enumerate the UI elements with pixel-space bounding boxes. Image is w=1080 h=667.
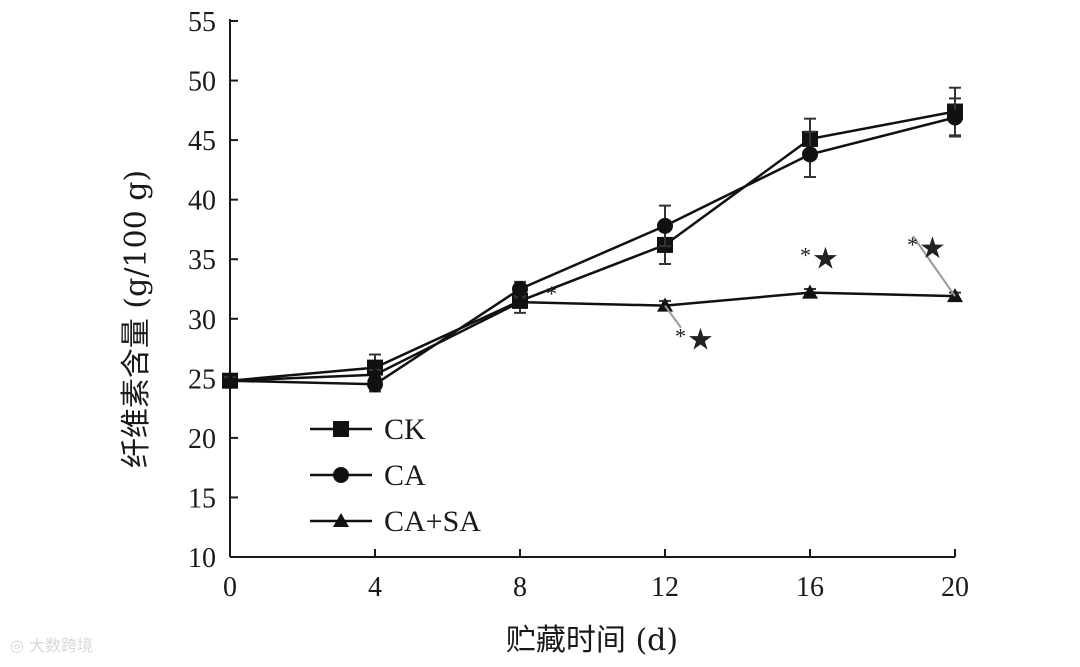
significance-asterisk: * [800, 243, 811, 268]
data-point-ca-sa [802, 284, 818, 299]
significance-star: ★ [919, 231, 946, 266]
legend-marker-ck [333, 421, 349, 437]
data-point-ca-sa [657, 297, 673, 312]
data-point-ca [802, 146, 818, 163]
y-tick-label: 10 [188, 543, 216, 574]
y-tick-label: 20 [188, 424, 216, 455]
data-point-ca-sa [512, 294, 528, 309]
series-line-ca-sa [229, 291, 956, 382]
x-tick-label: 12 [651, 572, 679, 603]
data-point-ca-sa [222, 372, 238, 387]
y-tick-label: 35 [188, 245, 216, 276]
annotation-leader [912, 235, 956, 297]
legend-label: CA+SA [384, 505, 481, 538]
significance-star: ★ [812, 242, 839, 277]
x-tick-label: 0 [223, 572, 237, 603]
watermark-text: 大数跨境 [29, 636, 94, 655]
y-axis-title: 纤维素含量 (g/100 g) [119, 170, 154, 468]
series-ca [222, 97, 963, 393]
legend-item-ca-sa: CA+SA [310, 505, 481, 538]
annotation-layer: ** ★* ★ * ★ [546, 231, 956, 358]
legend: CK CA CA+SA [310, 413, 481, 538]
watermark: ◎ 大数跨境 [10, 632, 93, 656]
series-layer [222, 86, 963, 393]
x-tick-label: 4 [368, 572, 382, 603]
series-line-ck [229, 110, 956, 382]
axes: 10 15 20 25 30 35 40 45 50 55 0 4 8 12 16 20 [188, 7, 969, 603]
legend-item-ca: CA [310, 459, 426, 492]
x-axis-title: 贮藏时间 (d) [506, 623, 678, 658]
y-tick-label: 30 [188, 305, 216, 336]
significance-asterisk: * [546, 281, 557, 306]
data-point-ca [657, 217, 673, 234]
x-tick-label: 20 [941, 572, 969, 603]
series-ck [222, 86, 963, 389]
y-tick-label: 40 [188, 186, 216, 217]
significance-asterisk: * [907, 232, 918, 257]
data-point-ca [512, 281, 528, 297]
legend-marker-ca [333, 467, 349, 483]
y-tick-label: 50 [188, 67, 216, 98]
legend-label: CK [384, 413, 426, 446]
y-tick-label: 45 [188, 126, 216, 157]
y-tick-label: 25 [188, 364, 216, 395]
significance-star: ★ [687, 323, 714, 358]
series-line-ca [229, 116, 956, 386]
annotation-leader [664, 305, 682, 329]
x-tick-label: 16 [796, 572, 824, 603]
data-point-ca-sa [367, 366, 383, 381]
legend-item-ck: CK [310, 413, 426, 446]
legend-marker-ca-sa [333, 513, 349, 527]
watermark-icon: ◎ [10, 636, 30, 655]
y-tick-label: 15 [188, 483, 216, 514]
significance-asterisk: * [675, 324, 686, 349]
series-ca-sa [222, 284, 963, 387]
data-point-ca [947, 109, 963, 126]
x-tick-label: 8 [513, 572, 527, 603]
legend-label: CA [384, 459, 426, 492]
y-tick-label: 55 [188, 7, 216, 38]
